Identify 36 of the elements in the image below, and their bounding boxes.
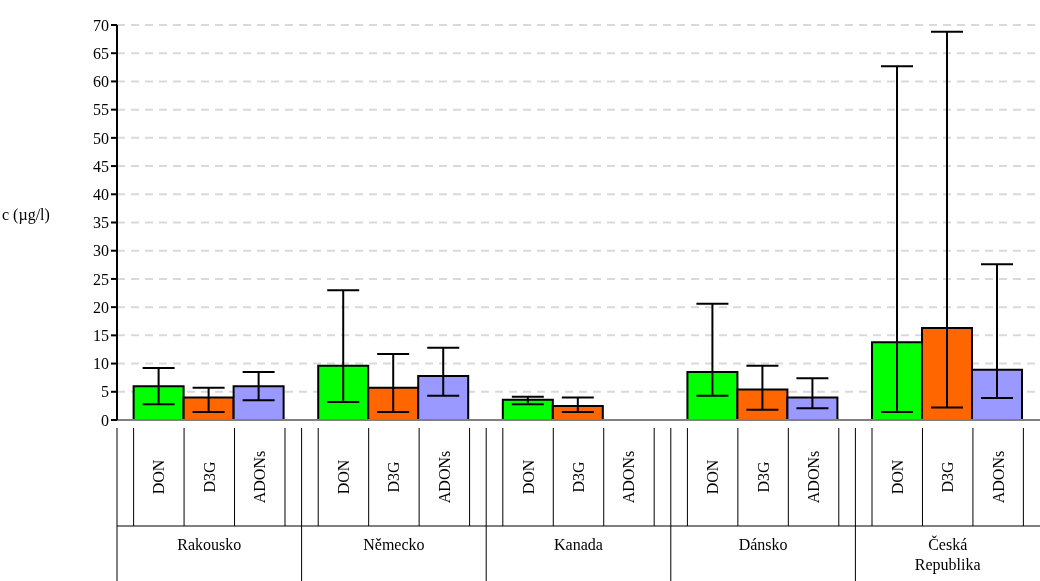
y-tick-label: 55: [93, 101, 109, 119]
text: D3G: [385, 461, 403, 493]
y-tick-label: 30: [93, 242, 109, 260]
y-tick-label: 45: [93, 157, 109, 175]
text: DON: [519, 459, 537, 495]
y-axis-title: c (µg/l): [2, 206, 50, 225]
y-tick-label: 60: [93, 73, 109, 91]
text: DON: [704, 459, 722, 495]
y-tick-label: 40: [93, 185, 109, 203]
x-tick-label: Česká Republika: [914, 535, 981, 574]
text: ADONs: [989, 450, 1007, 504]
text: D3G: [754, 461, 772, 493]
x-tick-label: Kanada: [554, 536, 603, 553]
text: DON: [888, 459, 906, 495]
text: D3G: [200, 461, 218, 493]
text: D3G: [570, 461, 587, 493]
x-tick-label: Dánsko: [738, 536, 788, 553]
y-tick-label: 35: [93, 214, 109, 232]
y-tick-label: 25: [93, 270, 109, 288]
text: ADONs: [435, 450, 453, 504]
text: ADONs: [805, 450, 823, 504]
y-tick-label: 50: [93, 129, 109, 147]
x-tick-label: Německo: [363, 536, 425, 553]
text: D3G: [939, 461, 957, 493]
y-tick-label: 0: [101, 411, 109, 429]
text: DON: [334, 459, 352, 495]
y-tick-label: 65: [93, 44, 109, 62]
text: DON: [150, 459, 168, 495]
text: ADONs: [251, 450, 269, 504]
y-tick-label: 70: [93, 16, 109, 34]
x-tick-label: Rakousko: [177, 536, 242, 553]
y-tick-label: 15: [93, 327, 109, 345]
y-tick-label: 10: [93, 355, 109, 373]
text: ADONs: [620, 450, 638, 504]
y-tick-label: 5: [101, 383, 109, 401]
y-tick-label: 20: [93, 298, 109, 316]
